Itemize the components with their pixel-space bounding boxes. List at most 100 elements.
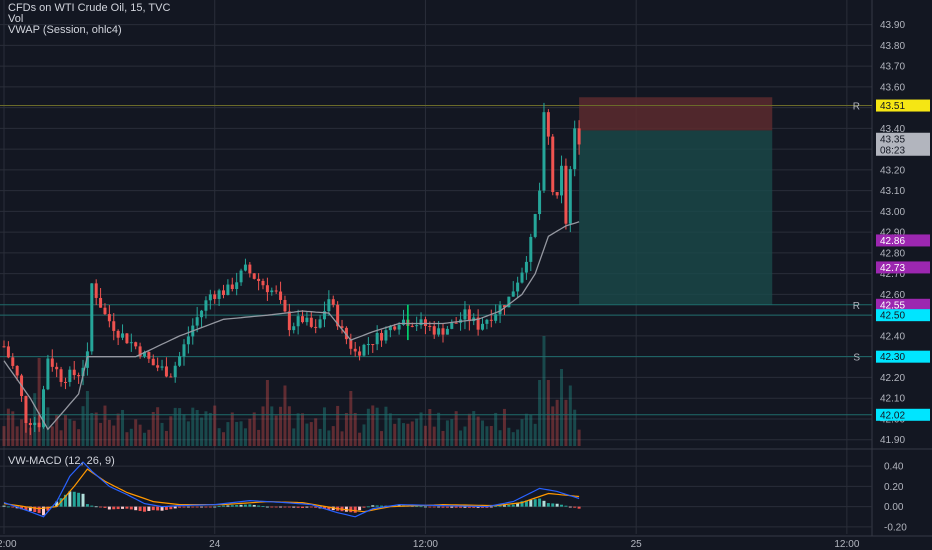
macd-histogram-bar xyxy=(309,506,313,508)
candle-body xyxy=(50,358,54,367)
macd-histogram-bar xyxy=(164,506,168,510)
volume-bar xyxy=(186,421,190,446)
candle-body xyxy=(529,236,533,262)
macd-histogram-bar xyxy=(533,499,537,507)
macd-histogram-bar xyxy=(551,503,555,507)
candle-body xyxy=(59,369,63,382)
price-badge-text: 42.30 xyxy=(880,352,905,363)
volume-bar xyxy=(37,358,41,446)
chart-title: CFDs on WTI Crude Oil, 15, TVC xyxy=(8,2,171,14)
candle-body xyxy=(274,290,278,292)
price-badge-text: 42.02 xyxy=(880,410,905,421)
candle-body xyxy=(568,169,572,224)
candle-body xyxy=(287,311,291,331)
candle-body xyxy=(217,290,221,299)
candle-body xyxy=(410,325,414,327)
price-tick-label: 43.90 xyxy=(880,20,905,31)
volume-bar xyxy=(200,417,204,446)
volume-bar xyxy=(397,418,401,446)
macd-histogram-bar xyxy=(121,506,125,509)
candle-body xyxy=(24,396,28,423)
candle-body xyxy=(178,356,182,366)
volume-bar xyxy=(415,418,419,446)
macd-histogram-bar xyxy=(327,506,331,510)
price-tick-label: 42.60 xyxy=(880,290,905,301)
candle-body xyxy=(169,376,173,378)
macd-histogram-bar xyxy=(28,506,32,511)
macd-histogram-bar xyxy=(423,506,427,508)
macd-pane xyxy=(2,461,581,518)
volume-bars xyxy=(2,336,581,446)
volume-bar xyxy=(292,428,296,446)
volume-bar xyxy=(121,409,125,446)
candle-body xyxy=(560,165,564,196)
candle-body xyxy=(520,272,524,283)
volume-bar xyxy=(309,422,313,446)
volume-bar xyxy=(353,413,357,446)
candle-body xyxy=(15,365,19,376)
candle-body xyxy=(494,314,498,321)
volume-bar xyxy=(55,414,59,446)
macd-histogram-bar xyxy=(454,506,458,508)
macd-histogram-bar xyxy=(568,506,572,508)
candle-body xyxy=(489,319,493,321)
price-badge-text: 43.51 xyxy=(880,101,905,112)
macd-histogram-bar xyxy=(274,506,278,508)
macd-histogram-bar xyxy=(450,506,454,508)
candle-body xyxy=(437,328,441,335)
macd-histogram-bar xyxy=(261,506,265,507)
candle-body xyxy=(353,348,357,352)
volume-bar xyxy=(257,429,261,446)
candle-body xyxy=(151,358,155,366)
volume-bar xyxy=(265,380,269,446)
candle-body xyxy=(107,314,111,322)
macd-histogram-bar xyxy=(46,506,50,511)
macd-histogram-bar xyxy=(459,506,463,508)
volume-bar xyxy=(169,416,173,446)
volume-bar xyxy=(11,411,15,446)
candle-body xyxy=(314,326,318,328)
macd-histogram-bar xyxy=(99,506,103,508)
volume-bar xyxy=(283,385,287,446)
candle-body xyxy=(94,283,98,298)
candle-body xyxy=(476,317,480,330)
volume-bar xyxy=(134,419,138,446)
candle-body xyxy=(121,333,125,338)
candle-body xyxy=(555,192,559,196)
time-tick-label: 12:00 xyxy=(413,539,438,550)
volume-bar xyxy=(173,407,177,446)
candle-body xyxy=(344,327,348,340)
macd-histogram-bar xyxy=(296,506,300,508)
macd-histogram-bar xyxy=(235,505,239,507)
volume-bar xyxy=(344,413,348,446)
price-badge xyxy=(876,350,930,363)
candle-body xyxy=(542,112,546,191)
volume-bar xyxy=(46,407,50,446)
volume-bar xyxy=(235,421,239,446)
volume-bar xyxy=(388,413,392,446)
volume-bar xyxy=(524,413,528,446)
candle-body xyxy=(481,323,485,330)
price-badges: 43.51 42.55 42.30 42.50 42.02 42.86 42.73 43.35… xyxy=(876,99,930,421)
volume-bar xyxy=(116,413,120,446)
macd-histogram-bar xyxy=(511,504,515,507)
volume-bar xyxy=(520,419,524,446)
candle-body xyxy=(182,344,186,357)
candle-body xyxy=(573,128,577,170)
macd-histogram-bar xyxy=(380,505,384,507)
volume-bar xyxy=(476,416,480,446)
candle-body xyxy=(393,326,397,330)
volume-bar xyxy=(208,412,212,446)
macd-histogram-bar xyxy=(226,505,230,507)
macd-histogram-bar xyxy=(507,504,511,507)
macd-histogram-bar xyxy=(142,506,146,512)
price-badge xyxy=(876,99,930,112)
candle-body xyxy=(305,317,309,323)
candle-body xyxy=(384,330,388,341)
price-tick-label: 42.90 xyxy=(880,228,905,239)
volume-bar xyxy=(428,408,432,446)
candle-body xyxy=(340,326,344,328)
macd-histogram-bar xyxy=(573,506,577,508)
volume-bar xyxy=(459,430,463,446)
